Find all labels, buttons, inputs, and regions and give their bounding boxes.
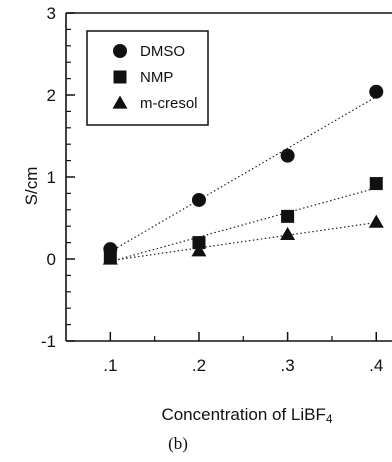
x-tick-label: .2 — [192, 356, 206, 375]
point-m-cresol — [102, 251, 118, 265]
y-tick-label: 1 — [47, 168, 56, 187]
y-tick-label: 2 — [47, 86, 56, 105]
point-nmp — [281, 209, 295, 223]
legend-label: m-cresol — [140, 95, 198, 112]
fit-line-nmp — [110, 187, 377, 263]
point-m-cresol — [191, 243, 207, 257]
legend-label: DMSO — [140, 43, 185, 60]
point-dmso — [369, 84, 384, 99]
legend-marker-nmp — [113, 70, 127, 84]
x-axis-title-main: Concentration of LiBF — [161, 405, 325, 424]
legend-box — [86, 30, 209, 126]
point-nmp — [192, 236, 206, 250]
fit-lines — [110, 96, 377, 263]
y-axis-title: S/cm — [22, 167, 41, 206]
point-dmso — [191, 192, 206, 207]
data-points — [102, 84, 384, 265]
legend-marker-m-cresol — [112, 95, 128, 109]
x-axis-title-subscript: 4 — [326, 412, 333, 426]
x-axis: .1 .2 .3 .4 — [103, 332, 383, 375]
point-nmp — [369, 177, 383, 191]
y-axis: -1 0 1 2 3 — [41, 4, 75, 351]
x-tick-label: .1 — [103, 356, 117, 375]
fit-line-dmso — [110, 96, 377, 253]
x-tick-label: .3 — [281, 356, 295, 375]
point-m-cresol — [368, 214, 384, 228]
figure-caption: (b) — [168, 434, 188, 453]
point-dmso — [280, 148, 295, 163]
point-m-cresol — [280, 226, 296, 241]
fit-line-m-cresol — [110, 221, 377, 262]
y-tick-label: 3 — [47, 4, 56, 23]
y-tick-label: 0 — [47, 250, 56, 269]
x-axis-title: Concentration of LiBF4 — [161, 405, 332, 426]
x-tick-label: .4 — [369, 356, 383, 375]
legend: DMSO NMP m-cresol — [86, 30, 209, 126]
legend-label: NMP — [140, 69, 173, 86]
y-tick-label: -1 — [41, 332, 56, 351]
legend-marker-dmso — [113, 44, 127, 58]
